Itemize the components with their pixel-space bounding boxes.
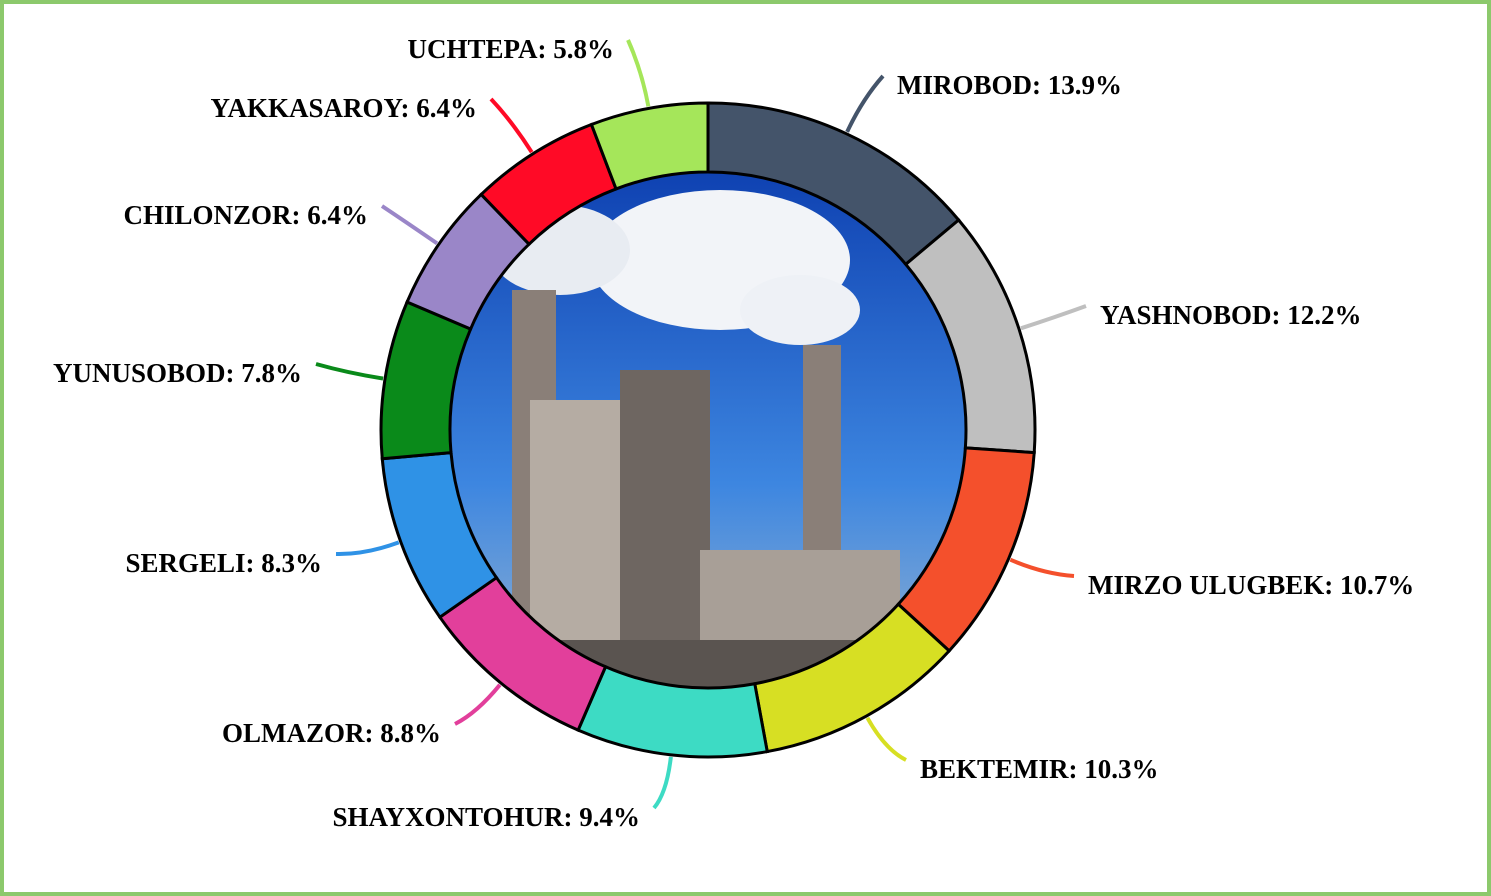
data-label: CHILONZOR: 6.4%	[123, 200, 368, 230]
leader-line	[454, 683, 502, 726]
leader-line	[380, 204, 439, 246]
leader-line	[865, 716, 907, 762]
data-label: SHAYXONTOHUR: 9.4%	[332, 802, 640, 832]
leader-line	[315, 362, 384, 381]
data-label: MIRZO ULUGBEK: 10.7%	[1088, 570, 1414, 600]
data-label: YAKKASAROY: 6.4%	[210, 93, 477, 123]
data-label: MIROBOD: 13.9%	[897, 70, 1122, 100]
data-label: YUNUSOBOD: 7.8%	[53, 358, 302, 388]
data-label: BEKTEMIR: 10.3%	[920, 754, 1159, 784]
data-label: SERGELI: 8.3%	[125, 548, 322, 578]
leader-line	[335, 540, 400, 557]
leader-line	[626, 39, 651, 107]
leader-line	[1009, 557, 1075, 578]
data-label: OLMAZOR: 8.8%	[222, 718, 441, 748]
data-label: UCHTEPA: 5.8%	[408, 34, 615, 64]
data-label: YASHNOBOD: 12.2%	[1100, 300, 1362, 330]
donut-slice	[589, 101, 710, 191]
leader-line	[845, 74, 885, 133]
leader-line	[489, 97, 534, 154]
leader-line	[1020, 304, 1087, 331]
center-image	[450, 172, 966, 688]
leader-line	[652, 756, 673, 810]
